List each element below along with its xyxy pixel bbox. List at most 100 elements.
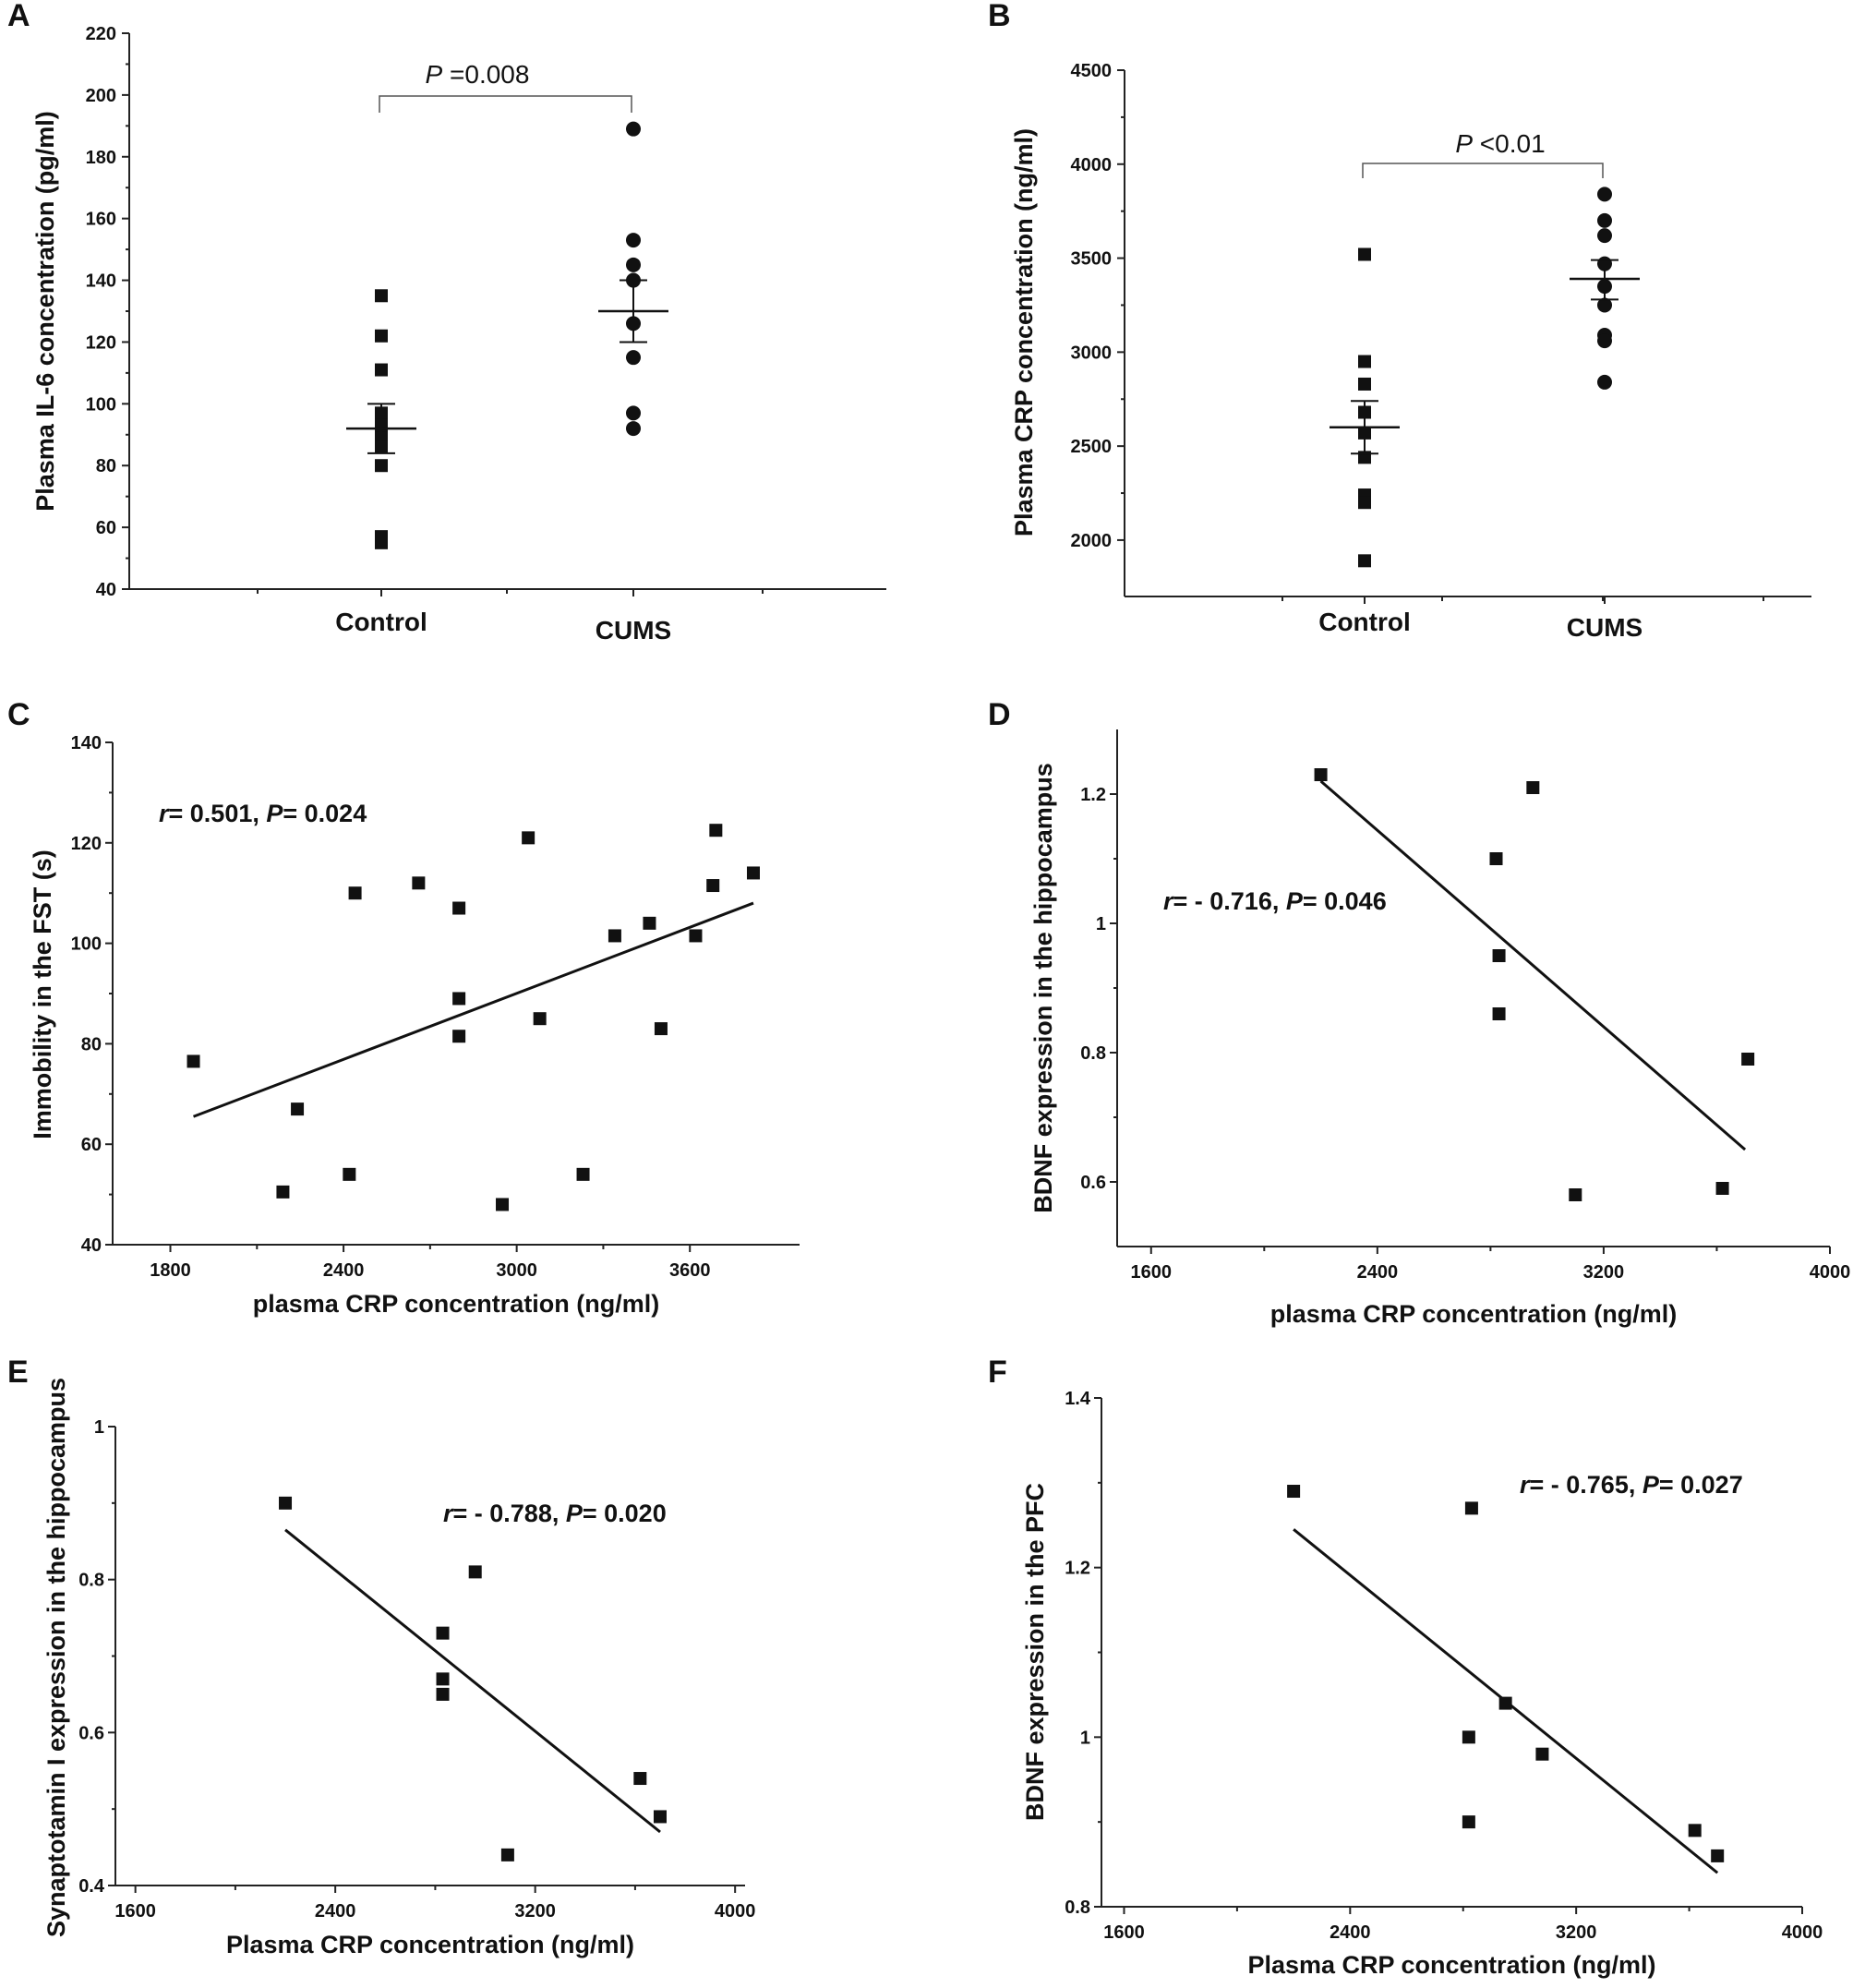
y-tick-label: 120 <box>71 834 102 854</box>
data-point <box>1492 1007 1506 1020</box>
panel-letter-C: C <box>7 697 30 732</box>
data-point <box>533 1012 547 1026</box>
data-point <box>1462 1815 1475 1829</box>
data-point <box>1569 1188 1582 1201</box>
y-tick-label: 0.4 <box>78 1876 105 1897</box>
data-point <box>626 257 641 272</box>
data-point <box>1287 1485 1301 1499</box>
data-point <box>1462 1730 1475 1744</box>
data-point <box>1358 377 1371 391</box>
data-point <box>1358 355 1371 368</box>
panel-letter-D: D <box>988 697 1011 732</box>
data-point <box>1688 1824 1702 1837</box>
y-tick-label: 80 <box>96 456 116 476</box>
data-point <box>626 421 641 437</box>
data-point <box>375 289 388 303</box>
data-point <box>375 329 388 343</box>
x-tick-label: 3600 <box>669 1260 711 1281</box>
x-axis-title: Plasma CRP concentration (ng/ml) <box>226 1931 634 1958</box>
y-tick-label: 80 <box>81 1034 102 1054</box>
data-point <box>1492 949 1506 962</box>
data-point <box>1535 1747 1549 1761</box>
y-tick-label: 120 <box>86 332 116 353</box>
y-axis-title: Plasma CRP concentration (ng/ml) <box>1010 128 1038 536</box>
y-tick-label: 1.2 <box>1080 785 1106 805</box>
y-tick-label: 200 <box>86 86 116 106</box>
data-point <box>291 1102 305 1116</box>
data-point <box>633 1772 647 1786</box>
data-point <box>1597 228 1612 244</box>
y-tick-label: 0.6 <box>78 1723 104 1743</box>
p-value-annotation: P <0.01 <box>1455 129 1545 158</box>
data-point <box>1597 374 1612 390</box>
data-point <box>576 1167 590 1181</box>
data-point <box>626 405 641 421</box>
y-tick-label: 0.6 <box>1080 1173 1106 1193</box>
data-point <box>626 233 641 248</box>
x-tick-label: 4000 <box>1810 1262 1851 1283</box>
x-tick-label: 2400 <box>1330 1922 1371 1943</box>
y-tick-label: 1 <box>94 1417 104 1438</box>
data-point <box>709 824 723 837</box>
y-tick-label: 4500 <box>1071 61 1113 81</box>
y-tick-label: 0.8 <box>78 1571 104 1591</box>
x-tick-label: 2400 <box>1357 1262 1399 1283</box>
x-tick-label: 3200 <box>514 1901 556 1922</box>
panel-letter-E: E <box>7 1355 29 1390</box>
data-point <box>1597 333 1612 349</box>
data-point <box>452 901 466 915</box>
y-tick-label: 60 <box>81 1135 102 1155</box>
category-label-cums: CUMS <box>596 616 671 645</box>
data-point <box>706 879 720 893</box>
data-point <box>500 1848 514 1861</box>
data-point <box>412 876 426 890</box>
data-point <box>1711 1849 1725 1862</box>
x-tick-label: 1600 <box>114 1901 156 1922</box>
x-tick-label: 3000 <box>496 1260 537 1281</box>
panel-E: E 0.4 0.6 0.8 1 1600 2400 3200 4000 Plasma CRP co… <box>7 1355 755 1958</box>
data-point <box>608 929 621 943</box>
x-axis-title: plasma CRP concentration (ng/ml) <box>253 1290 660 1318</box>
significance-bracket <box>1362 163 1604 178</box>
y-tick-label: 3500 <box>1071 249 1113 270</box>
significance-bracket <box>379 95 632 113</box>
data-point <box>468 1565 482 1579</box>
y-tick-label: 60 <box>96 518 116 538</box>
data-point <box>1715 1182 1729 1195</box>
x-tick-label: 1600 <box>1131 1262 1173 1283</box>
category-label-control: Control <box>335 608 427 636</box>
data-point <box>436 1687 450 1701</box>
y-tick-label: 40 <box>96 580 116 600</box>
data-point <box>375 536 388 549</box>
data-point <box>1464 1501 1478 1515</box>
regression-line <box>284 1528 661 1834</box>
data-point <box>1314 768 1328 781</box>
data-point <box>436 1626 450 1640</box>
data-point <box>1597 212 1612 228</box>
data-point <box>436 1672 450 1686</box>
y-tick-label: 1 <box>1080 1728 1090 1748</box>
data-point <box>689 929 703 943</box>
data-point <box>1498 1696 1512 1710</box>
regression-line <box>1319 779 1747 1151</box>
panel-D: D 0.6 0.8 1 1.2 1600 2400 3200 4000 plasma CRP co… <box>988 697 1850 1328</box>
data-point <box>1489 852 1503 865</box>
data-point <box>343 1167 356 1181</box>
panel-letter-B: B <box>988 0 1011 33</box>
data-point <box>1526 781 1540 794</box>
panel-A: A 40 60 80 100 120 140 160 180 200 220 Control CUMS P… <box>7 0 886 645</box>
x-axis-title: Plasma CRP concentration (ng/ml) <box>1247 1951 1655 1979</box>
y-tick-label: 1.2 <box>1065 1559 1090 1579</box>
y-tick-label: 140 <box>86 271 116 292</box>
panel-letter-F: F <box>988 1355 1007 1390</box>
x-tick-label: 2400 <box>323 1260 365 1281</box>
data-point <box>1358 247 1371 261</box>
data-point <box>375 363 388 377</box>
data-point <box>187 1054 200 1068</box>
panel-C: C 40 60 80 100 120 140 1800 2400 3000 3600 plasma C… <box>7 697 800 1318</box>
panel-B: B 2000 2500 3000 3500 4000 4500 Control CUMS Plas… <box>988 0 1811 642</box>
y-axis-title: Synaptotamin I expression in the hippoca… <box>42 1378 70 1937</box>
data-point <box>375 459 388 473</box>
panel-F: F 0.8 1 1.2 1.4 1600 2400 3200 4000 Plasma CRP co… <box>988 1355 1823 1979</box>
